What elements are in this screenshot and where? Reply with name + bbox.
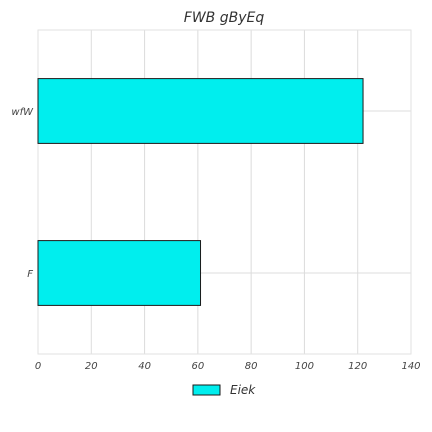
chart-title: FWB gByEq: [184, 10, 265, 26]
legend-label: Eiek: [230, 383, 256, 397]
x-tick-label: 20: [85, 361, 98, 372]
bars: [37, 78, 364, 306]
x-tick-label: 0: [35, 361, 41, 372]
x-tick-label: 100: [295, 361, 314, 372]
x-tick-label: 80: [245, 361, 258, 372]
y-tick-label: wfW: [11, 107, 34, 118]
bar: [37, 240, 202, 306]
bar: [37, 78, 364, 144]
legend: Eiek: [192, 383, 256, 397]
legend-swatch: [192, 384, 221, 396]
x-tick-label: 40: [138, 361, 151, 372]
x-axis-tick-labels: 0 20 40 60 80 100 120 140: [35, 361, 421, 372]
x-tick-label: 120: [348, 361, 367, 372]
x-tick-label: 60: [191, 361, 204, 372]
plot-frame: [37, 29, 412, 355]
x-tick-label: 140: [401, 361, 420, 372]
y-tick-label: F: [27, 269, 33, 280]
